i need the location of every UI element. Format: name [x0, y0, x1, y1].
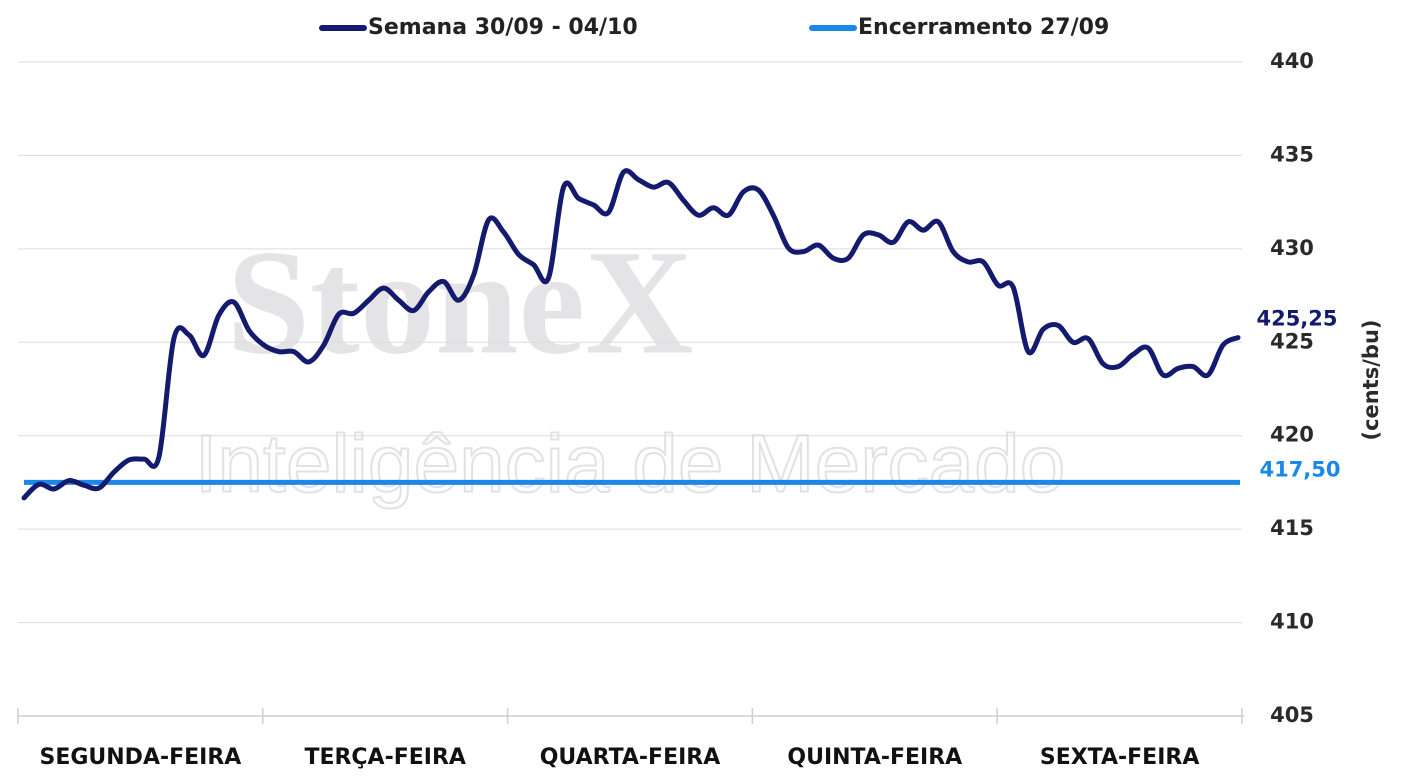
- y-tick-label: 405: [1270, 703, 1314, 727]
- watermark-text: Inteligência de Mercado: [195, 419, 1066, 510]
- x-tick-label: QUINTA-FEIRA: [787, 745, 962, 770]
- x-tick-label: TERÇA-FEIRA: [304, 745, 466, 770]
- series-line: [21, 168, 1241, 501]
- legend-label: Encerramento 27/09: [858, 15, 1109, 40]
- x-tick-label: SEGUNDA-FEIRA: [39, 745, 241, 770]
- legend-label: Semana 30/09 - 04/10: [368, 15, 638, 40]
- y-tick-label: 435: [1270, 142, 1314, 166]
- x-tick-label: SEXTA-FEIRA: [1040, 745, 1200, 770]
- x-tick-label: QUARTA-FEIRA: [540, 745, 721, 770]
- y-axis-label: (cents/bu): [1359, 319, 1383, 440]
- data-label: 417,50: [1259, 457, 1340, 481]
- y-tick-label: 430: [1270, 236, 1314, 260]
- y-tick-label: 425: [1270, 329, 1314, 353]
- y-tick-label: 415: [1270, 516, 1314, 540]
- data-label: 425,25: [1256, 307, 1337, 331]
- y-tick-label: 410: [1270, 610, 1314, 634]
- y-tick-label: 420: [1270, 423, 1314, 447]
- y-tick-label: 440: [1270, 49, 1314, 73]
